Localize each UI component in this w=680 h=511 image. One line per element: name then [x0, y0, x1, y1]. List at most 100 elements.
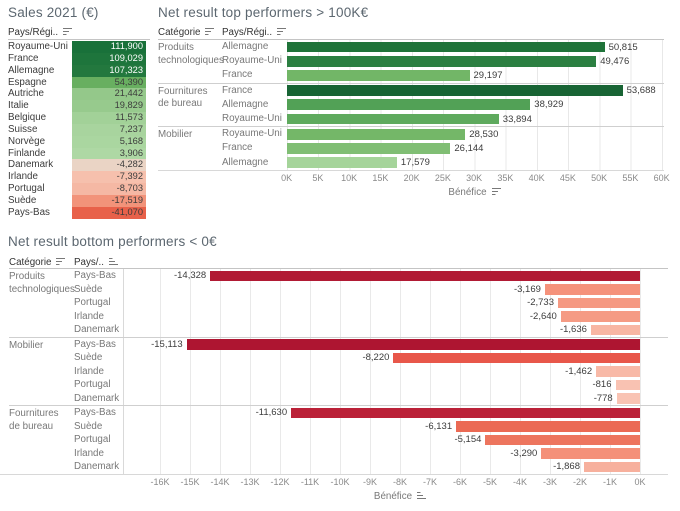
- country-label[interactable]: Irlande: [74, 310, 104, 322]
- header-underline: [9, 268, 668, 269]
- country-label[interactable]: Belgique: [8, 112, 47, 124]
- country-label[interactable]: France: [222, 142, 253, 154]
- country-label[interactable]: Royaume-Uni: [222, 55, 282, 67]
- x-axis-title[interactable]: Bénéfice: [160, 491, 640, 502]
- bar[interactable]: [210, 270, 640, 281]
- category-column-header[interactable]: Catégorie: [9, 257, 66, 268]
- country-label[interactable]: Suède: [74, 420, 103, 432]
- country-label[interactable]: Royaume-Uni: [222, 128, 282, 140]
- country-label[interactable]: Suède: [74, 352, 103, 363]
- country-label[interactable]: Allemagne: [222, 98, 269, 110]
- bar[interactable]: [558, 297, 640, 308]
- country-column-header[interactable]: Pays/..: [74, 257, 118, 268]
- value-cell[interactable]: -17,519: [72, 194, 146, 207]
- bar[interactable]: [590, 324, 640, 335]
- bar[interactable]: [287, 55, 597, 67]
- sort-descending-icon[interactable]: [277, 28, 287, 36]
- country-label[interactable]: Royaume-Uni: [8, 41, 68, 52]
- country-label[interactable]: Portugal: [74, 434, 111, 445]
- country-label[interactable]: Pays-Bas: [8, 206, 50, 218]
- country-label[interactable]: Danemark: [8, 159, 54, 171]
- country-label[interactable]: Allemagne: [8, 64, 55, 76]
- bar[interactable]: [485, 434, 640, 445]
- bar[interactable]: [393, 352, 640, 363]
- bar[interactable]: [287, 113, 499, 125]
- bar[interactable]: [541, 448, 640, 459]
- sort-descending-icon[interactable]: [491, 188, 501, 196]
- sort-ascending-icon[interactable]: [108, 258, 118, 266]
- value-cell[interactable]: -41,070: [72, 206, 146, 219]
- bar[interactable]: [287, 70, 470, 81]
- country-label[interactable]: Suède: [8, 194, 37, 206]
- bar-value-label: -2,733: [527, 297, 554, 309]
- country-label[interactable]: Allemagne: [222, 156, 269, 168]
- x-axis-title[interactable]: Bénéfice: [287, 187, 662, 198]
- bar[interactable]: [456, 421, 640, 432]
- category-label[interactable]: Produits technologiques: [9, 271, 75, 295]
- value-cell[interactable]: 107,323: [72, 64, 146, 77]
- value-cell[interactable]: 109,029: [72, 52, 146, 65]
- value-cell[interactable]: -8,703: [72, 183, 146, 195]
- category-label[interactable]: Mobilier: [158, 129, 193, 141]
- country-label[interactable]: Finlande: [8, 147, 46, 159]
- category-column-header[interactable]: Catégorie: [158, 27, 215, 38]
- bar[interactable]: [287, 143, 451, 154]
- value-cell[interactable]: 54,390: [72, 76, 146, 89]
- value-cell[interactable]: -4,282: [72, 159, 146, 172]
- sales-column-header[interactable]: Pays/Régi..: [8, 27, 73, 38]
- bar[interactable]: [287, 99, 531, 111]
- country-label[interactable]: France: [222, 69, 253, 81]
- country-label[interactable]: Royaume-Uni: [222, 112, 282, 124]
- bar[interactable]: [287, 85, 623, 97]
- country-label[interactable]: Autriche: [8, 88, 44, 100]
- bar[interactable]: [616, 393, 640, 404]
- value-cell[interactable]: 21,442: [72, 88, 146, 101]
- country-label[interactable]: Portugal: [74, 297, 111, 308]
- value-cell[interactable]: 19,829: [72, 100, 146, 113]
- value-cell[interactable]: -7,392: [72, 171, 146, 184]
- category-label[interactable]: Fournitures de bureau: [158, 85, 208, 110]
- country-label[interactable]: Italie: [8, 100, 29, 112]
- bar[interactable]: [287, 157, 397, 168]
- bar[interactable]: [560, 311, 640, 322]
- sort-descending-icon[interactable]: [56, 258, 66, 266]
- value-cell[interactable]: 111,900: [72, 41, 146, 53]
- value-cell[interactable]: 11,573: [72, 112, 146, 124]
- bar[interactable]: [615, 379, 640, 390]
- country-column-header[interactable]: Pays/Régi..: [222, 27, 287, 38]
- bar[interactable]: [596, 366, 640, 377]
- country-label[interactable]: Allemagne: [222, 41, 269, 52]
- sort-descending-icon[interactable]: [205, 28, 215, 36]
- country-label[interactable]: Suède: [74, 283, 103, 295]
- bar[interactable]: [291, 407, 640, 418]
- country-label[interactable]: Danemark: [74, 324, 120, 335]
- bar[interactable]: [287, 41, 605, 53]
- country-label[interactable]: Portugal: [8, 183, 45, 195]
- value-cell[interactable]: 7,237: [72, 123, 146, 136]
- value-cell[interactable]: 5,168: [72, 135, 146, 148]
- country-label[interactable]: France: [8, 52, 39, 64]
- country-label[interactable]: Danemark: [74, 392, 120, 404]
- country-label[interactable]: Irlande: [74, 447, 104, 459]
- bar[interactable]: [544, 284, 640, 295]
- country-label[interactable]: France: [222, 84, 253, 96]
- country-label[interactable]: Pays-Bas: [74, 270, 116, 281]
- country-label[interactable]: Suisse: [8, 123, 38, 135]
- country-label[interactable]: Irlande: [74, 365, 104, 377]
- category-label[interactable]: Mobilier: [9, 339, 44, 351]
- sort-descending-icon[interactable]: [63, 28, 73, 36]
- bar[interactable]: [287, 128, 466, 140]
- value-cell[interactable]: 3,906: [72, 147, 146, 160]
- bar[interactable]: [186, 339, 640, 350]
- country-label[interactable]: Danemark: [74, 461, 120, 472]
- country-label[interactable]: Pays-Bas: [74, 338, 116, 350]
- country-label[interactable]: Norvège: [8, 135, 46, 147]
- sort-ascending-icon[interactable]: [417, 492, 427, 500]
- country-label[interactable]: Irlande: [8, 171, 38, 183]
- category-label[interactable]: Fournitures de bureau: [9, 408, 59, 432]
- country-label[interactable]: Portugal: [74, 379, 111, 390]
- country-label[interactable]: Espagne: [8, 76, 47, 88]
- category-label[interactable]: Produits technologiques: [158, 42, 224, 66]
- bar[interactable]: [584, 461, 640, 472]
- country-label[interactable]: Pays-Bas: [74, 407, 116, 418]
